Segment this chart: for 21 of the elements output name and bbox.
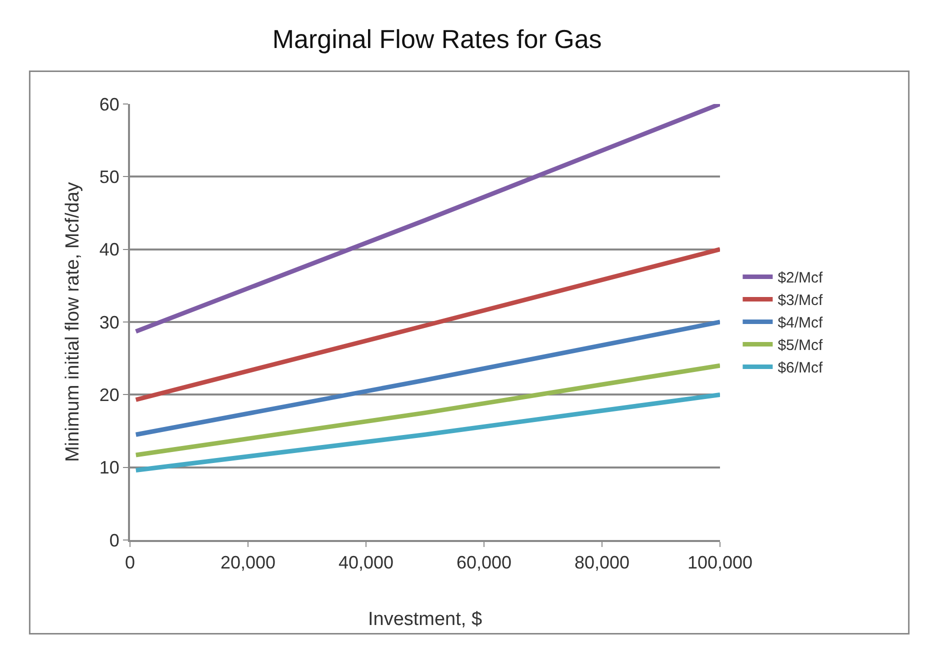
x-tick-label: 40,000 [338, 552, 394, 573]
x-tick-label: 60,000 [456, 552, 512, 573]
x-axis-title: Investment, $ [368, 608, 482, 630]
legend-label: $3/Mcf [778, 292, 824, 310]
legend-label: $4/Mcf [778, 314, 824, 332]
chart-title: Marginal Flow Rates for Gas [272, 24, 602, 54]
y-tick-label: 30 [99, 312, 120, 332]
x-tick-label: 20,000 [220, 552, 276, 573]
x-tick-label: 0 [124, 552, 136, 573]
legend-label: $2/Mcf [778, 270, 824, 287]
legend-label: $5/Mcf [778, 337, 824, 354]
y-tick-label: 20 [99, 384, 120, 405]
legend-label: $6/Mcf [778, 360, 824, 377]
y-tick-label: 10 [99, 458, 120, 478]
y-tick-label: 50 [99, 166, 120, 187]
x-tick-label: 80,000 [574, 552, 630, 573]
y-tick-label: 40 [99, 240, 120, 260]
y-axis-title: Minimum initial flow rate, Mcf/day [62, 182, 84, 462]
y-tick-label: 0 [109, 530, 120, 550]
x-tick-label: 100,000 [687, 552, 753, 573]
y-tick-label: 60 [99, 94, 120, 114]
